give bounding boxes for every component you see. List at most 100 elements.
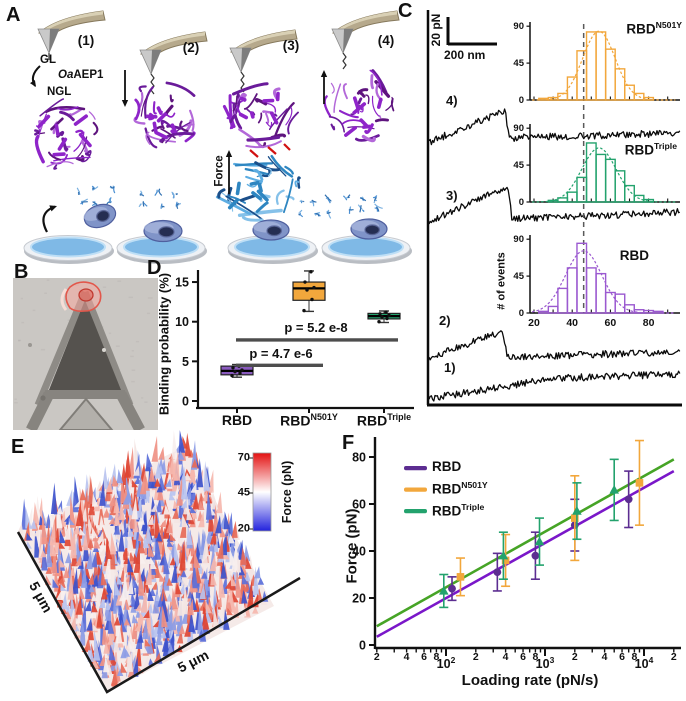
svg-text:8: 8 (532, 651, 538, 663)
rbd-protein-4 (323, 69, 395, 143)
svg-text:4: 4 (602, 651, 608, 663)
afm-cantilever (139, 31, 208, 75)
rbd-protein-1 (34, 98, 99, 170)
cell (143, 219, 183, 243)
svg-text:80: 80 (643, 317, 655, 329)
svg-text:0: 0 (519, 197, 524, 208)
curve-label-4: 4) (446, 93, 458, 108)
cat-n501y-sup: N501Y (310, 412, 338, 422)
enzyme-italic-part: Oa (58, 69, 74, 81)
legend-triple-base: RBD (432, 503, 462, 519)
svg-text:10: 10 (175, 315, 189, 329)
legend-swatches (404, 466, 427, 514)
binding-interface-sticks (249, 143, 291, 158)
svg-text:60: 60 (605, 317, 617, 329)
hist-title-n501y-base: RBD (626, 21, 656, 37)
svg-text:2: 2 (671, 651, 677, 663)
curve-label-3: 3) (446, 188, 458, 203)
step-label-4: (4) (377, 33, 395, 48)
legend-rbd-base: RBD (432, 459, 462, 474)
panel-d-boxplot: 0 5 10 15 (175, 270, 414, 413)
events-axis-label: # of events (495, 252, 508, 310)
enzyme-rest-part: AEP1 (73, 69, 104, 81)
hist-title-triple-sup: Triple (653, 141, 677, 151)
curve-label-2: 2) (439, 313, 451, 328)
colorbar-label: Force (pN) (279, 460, 294, 524)
svg-text:20: 20 (528, 317, 540, 329)
box-1 (292, 270, 326, 313)
panel-label-a: A (6, 4, 21, 26)
panel-e-force-map (16, 430, 301, 694)
force-curve-4 (428, 108, 681, 146)
legend-label-triple: RBDTriple (432, 503, 484, 518)
fit-line-1 (376, 458, 675, 628)
force-curve-2 (428, 330, 681, 361)
category-label-triple: RBDTriple (357, 413, 411, 428)
step-label-3: (3) (282, 38, 300, 53)
cell (350, 218, 388, 240)
binding-probability-axis-label: Binding probability (%) (156, 272, 172, 416)
svg-text:2: 2 (374, 651, 380, 663)
ace2-glyphs (342, 194, 383, 214)
cat-triple-base: RBD (356, 412, 388, 429)
afm-cantilever (37, 10, 106, 54)
legend-label-rbd: RBD (432, 460, 461, 474)
ngl-label: NGL (47, 86, 72, 98)
histogram-rbd-triple: 0 45 90 (513, 123, 680, 208)
panel-label-e: E (11, 436, 25, 458)
p-value-2: p = 5.2 e-8 (284, 320, 348, 335)
ace2-glyphs (76, 185, 116, 207)
svg-text:90: 90 (513, 123, 524, 134)
panel-c-force-curves: 0 45 90 0 45 90 0 45 90 20 40 60 80 (426, 10, 682, 407)
step-label-2: (2) (182, 40, 200, 55)
ace2-protein (215, 154, 301, 222)
panel-label-f: F (342, 432, 355, 454)
enzyme-reaction-arrow (30, 65, 41, 87)
colorbar (249, 452, 272, 532)
p-value-1: p = 4.7 e-6 (249, 346, 313, 361)
svg-text:102: 102 (437, 655, 456, 671)
svg-text:4: 4 (404, 651, 410, 663)
svg-text:5: 5 (182, 355, 189, 369)
hist-title-triple-base: RBD (624, 142, 654, 158)
step-label-1: (1) (77, 33, 95, 48)
svg-text:60: 60 (352, 498, 366, 512)
svg-text:8: 8 (433, 651, 439, 663)
svg-text:90: 90 (513, 21, 524, 32)
highlighted-cell (60, 281, 102, 312)
svg-text:45: 45 (513, 58, 524, 69)
petri-dish (116, 235, 207, 264)
gl-label: GL (40, 54, 56, 66)
rbd-protein-3 (222, 82, 299, 149)
cat-triple-sup: Triple (387, 412, 412, 422)
cat-rbd-base: RBD (221, 412, 253, 428)
svg-text:40: 40 (352, 545, 366, 559)
category-label-n501y: RBDN501Y (280, 413, 338, 428)
scalebar-force-label: 20 pN (429, 13, 443, 47)
svg-text:8: 8 (631, 651, 637, 663)
ace2-glyphs (138, 188, 181, 210)
svg-text:6: 6 (619, 651, 625, 663)
scatter-series-rbd-n501y (455, 439, 644, 597)
svg-text:90: 90 (513, 234, 524, 245)
legend-n501y-sup: N501Y (461, 480, 488, 490)
curve-label-1: 1) (444, 360, 456, 375)
cell-seeding-arrow (42, 205, 57, 233)
f-x-axis-label: Loading rate (pN/s) (461, 672, 599, 689)
panel-label-c: C (398, 0, 413, 22)
hist-title-n501y: RBDN501Y (626, 21, 682, 36)
svg-text:45: 45 (513, 160, 524, 171)
svg-text:4: 4 (503, 651, 509, 663)
panel-label-b: B (14, 261, 29, 283)
ace2-glyphs (298, 194, 332, 219)
petri-dish (227, 235, 318, 264)
legend-n501y-base: RBD (432, 481, 462, 497)
svg-text:2: 2 (572, 651, 578, 663)
cat-n501y-base: RBD (280, 412, 311, 429)
svg-text:40: 40 (566, 317, 578, 329)
fit-line-0 (376, 469, 675, 638)
colorbar-tick-20: 20 (237, 522, 250, 535)
